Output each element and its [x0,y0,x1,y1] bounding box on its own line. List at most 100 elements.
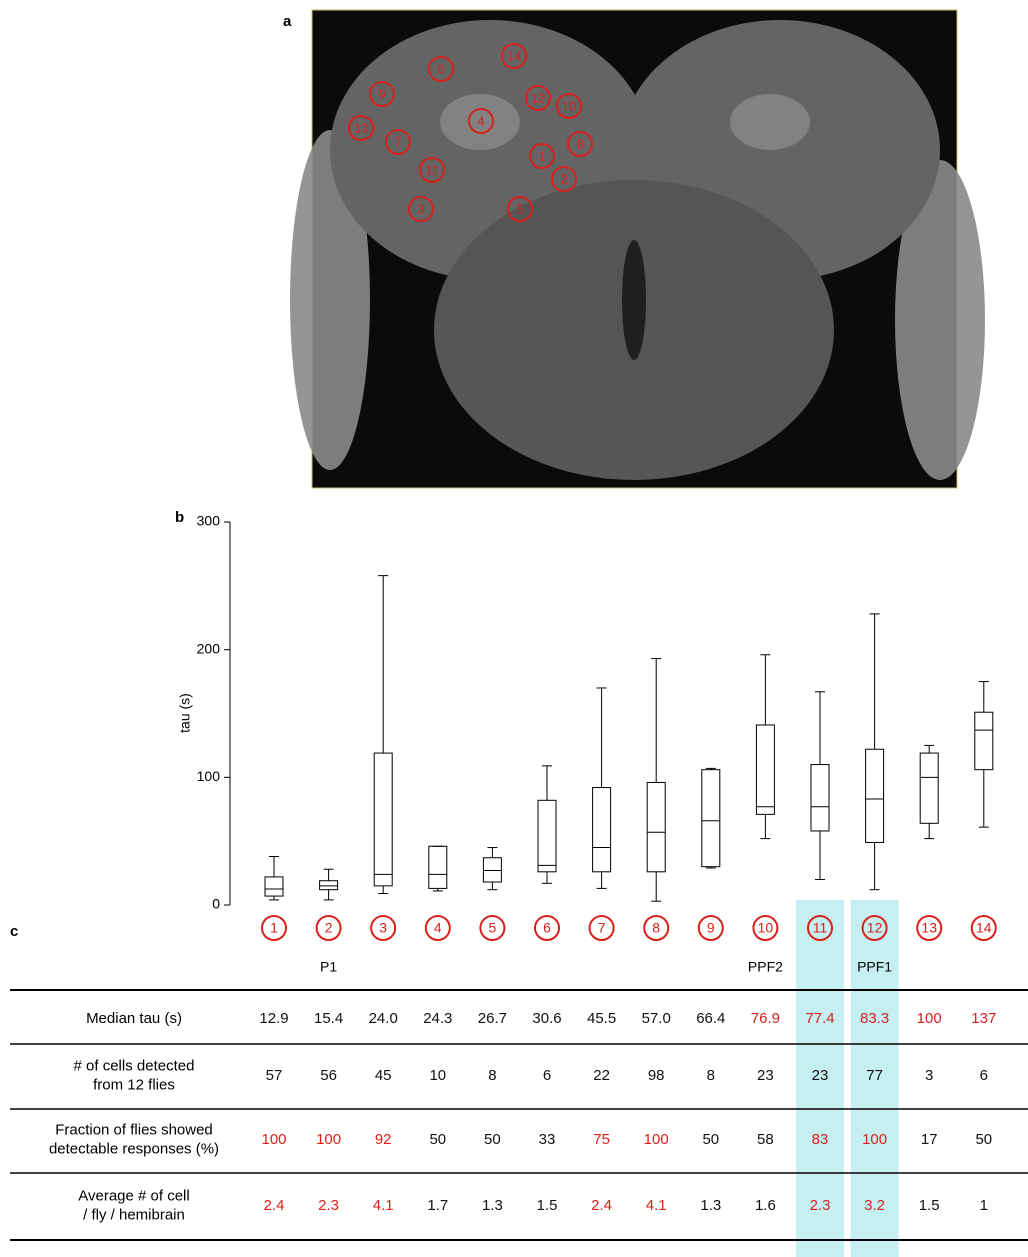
marker-label: 13 [354,120,368,135]
x-tick-label: 12 [867,920,883,936]
cell: 83 [812,1131,829,1148]
marker-label: 6 [437,61,444,76]
row-label: Median tau (s) [86,1010,182,1027]
cell: 100 [644,1131,669,1148]
x-tick-label: 5 [489,920,497,936]
x-tick-label: 7 [598,920,606,936]
cell: 8 [488,1067,496,1084]
cell: 2.3 [810,1197,831,1214]
marker-label: 9 [378,86,385,101]
cell: 57.0 [642,1010,671,1027]
y-tick-label: 300 [197,513,221,529]
cell: 1.6 [755,1197,776,1214]
box [756,725,774,814]
cell: 1.7 [427,1197,448,1214]
cell: 26.7 [478,1010,507,1027]
box [483,858,501,882]
box [920,753,938,823]
cell: 98 [648,1067,665,1084]
x-tick-label: 10 [758,920,774,936]
group-label: PPF1 [857,959,892,975]
cell: 33 [539,1131,556,1148]
panel-label: b [175,509,184,526]
box [429,846,447,888]
box [811,765,829,831]
cell: 50 [702,1131,719,1148]
marker-label: 10 [562,98,576,113]
marker-label: 2 [560,171,567,186]
box [866,749,884,842]
cell: 2.3 [318,1197,339,1214]
cell: 15.4 [314,1010,343,1027]
page: {"panels": {"a": "a", "b": "b", "c": "c"… [0,0,1028,1257]
box [538,800,556,871]
marker-label: 1 [538,148,545,163]
row-label: from 12 flies [93,1076,175,1093]
row-label: # of cells detected [74,1057,195,1074]
cell: 23 [812,1067,829,1084]
cell: 57 [266,1067,283,1084]
cell: 1 [980,1197,988,1214]
cell: 100 [316,1131,341,1148]
cell: 100 [261,1131,286,1148]
marker-label: 12 [531,90,545,105]
marker-label: 4 [477,113,484,128]
marker-label: 5 [516,201,523,216]
x-tick-label: 6 [543,920,551,936]
cell: 22 [593,1067,610,1084]
y-tick-label: 200 [197,640,221,656]
cell: 24.0 [369,1010,398,1027]
row-label: detectable responses (%) [49,1140,219,1157]
x-tick-label: 13 [921,920,937,936]
cell: 1.3 [482,1197,503,1214]
marker-label: 7 [394,134,401,149]
box [374,753,392,886]
cell: 24.3 [423,1010,452,1027]
cell: 2.4 [591,1197,612,1214]
cell: 1.5 [919,1197,940,1214]
panel-label: a [283,13,292,30]
cell: 17 [921,1131,938,1148]
marker-label: 3 [417,201,424,216]
cell: 50 [975,1131,992,1148]
cell: 30.6 [532,1010,561,1027]
y-axis-label: tau (s) [177,693,193,733]
cell: 100 [917,1010,942,1027]
marker-label: 8 [576,136,583,151]
box [647,782,665,871]
cell: 4.1 [646,1197,667,1214]
x-tick-label: 14 [976,920,992,936]
row-label: Fraction of flies showed [55,1121,213,1138]
x-tick-label: 3 [379,920,387,936]
cell: 45.5 [587,1010,616,1027]
row-label: / fly / hemibrain [83,1206,185,1223]
cell: 6 [543,1067,551,1084]
cell: 76.9 [751,1010,780,1027]
cell: 12.9 [259,1010,288,1027]
box [593,788,611,872]
cell: 83.3 [860,1010,889,1027]
cell: 92 [375,1131,392,1148]
cell: 1.5 [537,1197,558,1214]
row-label: Average # of cell [78,1187,189,1204]
y-tick-label: 0 [212,896,220,912]
group-label: PPF2 [748,959,783,975]
cell: 77 [866,1067,883,1084]
x-tick-label: 2 [325,920,333,936]
x-tick-label: 9 [707,920,715,936]
cell: 3 [925,1067,933,1084]
cell: 100 [862,1131,887,1148]
x-tick-label: 4 [434,920,442,936]
panel-label: c [10,923,18,940]
cell: 2.4 [264,1197,285,1214]
cell: 23 [757,1067,774,1084]
cell: 1.3 [700,1197,721,1214]
cell: 58 [757,1131,774,1148]
box [265,877,283,896]
cell: 50 [429,1131,446,1148]
cell: 4.1 [373,1197,394,1214]
cell: 56 [320,1067,337,1084]
x-tick-label: 8 [652,920,660,936]
cell: 77.4 [805,1010,834,1027]
box [975,712,993,769]
